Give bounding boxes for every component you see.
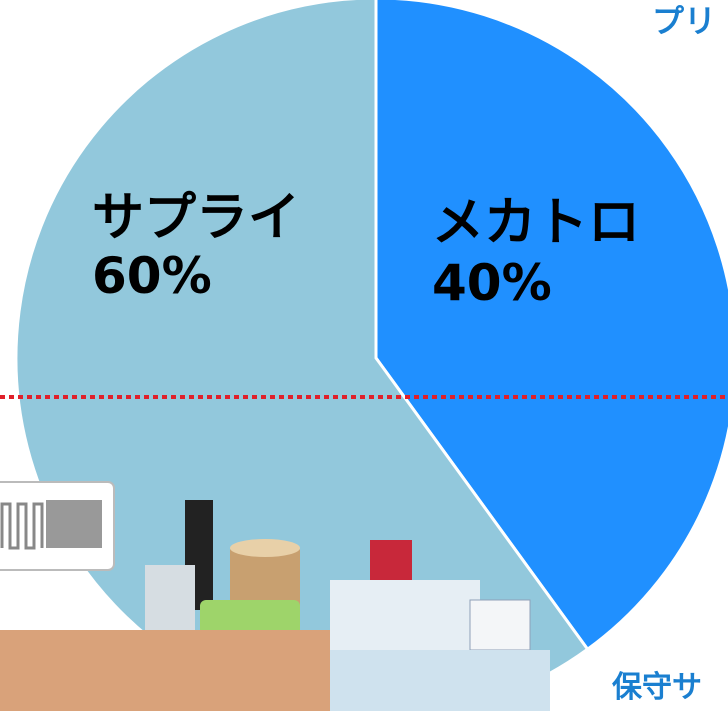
label-rolls — [330, 650, 550, 711]
category-label: メカトロ — [432, 193, 640, 253]
annotation: 保守サ — [612, 670, 702, 705]
label-stack — [330, 580, 480, 650]
category-label: サプライ — [92, 188, 300, 248]
pie — [14, 0, 728, 711]
label-roll — [145, 565, 195, 635]
label-chip — [46, 500, 102, 548]
annotation: プリ — [652, 2, 716, 40]
pie-slice — [14, 0, 590, 711]
value-label: 60% — [92, 247, 212, 305]
box — [469, 599, 531, 651]
label-rolls — [0, 630, 330, 711]
roll-top — [230, 539, 300, 557]
antenna — [0, 502, 44, 550]
product-illustration — [0, 481, 550, 711]
pie-slice — [374, 0, 728, 652]
value-label: 40% — [432, 254, 552, 312]
